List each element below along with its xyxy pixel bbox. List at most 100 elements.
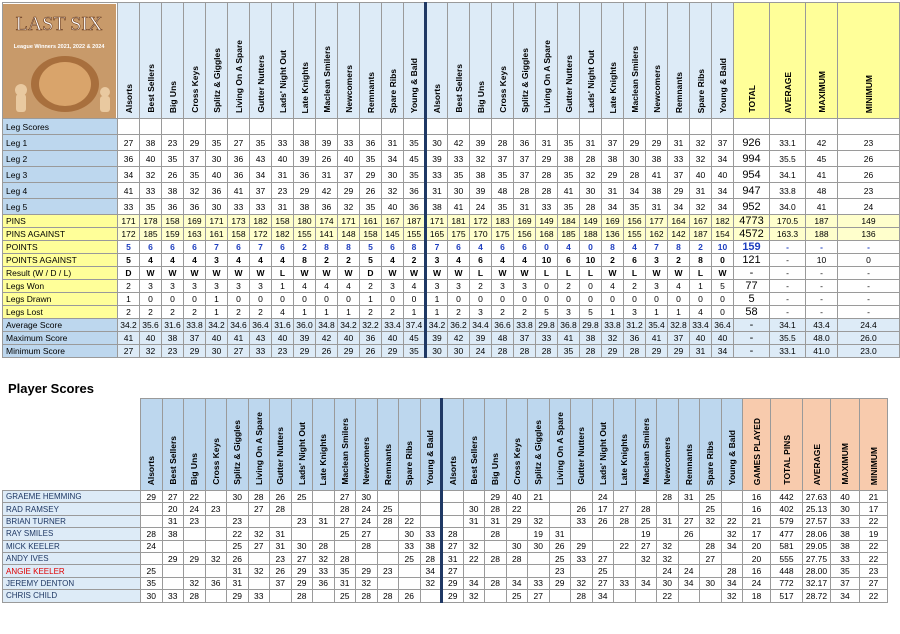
score-cell: 31	[656, 514, 679, 529]
cell: 3	[205, 253, 228, 267]
score-cell: 31	[333, 576, 356, 591]
cell: 29	[293, 344, 316, 358]
score-cell	[699, 589, 722, 603]
score-cell: 37	[269, 576, 292, 591]
score-cell: 27	[333, 489, 356, 504]
team-name: Big Uns	[167, 80, 178, 113]
cell: 36	[623, 331, 646, 345]
cell: 43	[249, 331, 272, 345]
player-row: ANDY IVES 29 29 32 26 23 27 32 28 25 28 31 22 28 28 25 3…	[2, 551, 888, 566]
score-cell: 25	[699, 502, 722, 516]
score-cell: 36	[204, 576, 227, 591]
cell: 38	[645, 182, 668, 199]
summary-name: AVERAGE	[811, 443, 822, 485]
cell: 2	[381, 305, 404, 319]
section-title: Player Scores	[8, 381, 95, 396]
cell: 0	[579, 279, 602, 293]
cell: 1	[293, 305, 316, 319]
cell: 4	[183, 253, 206, 267]
summary-cell: 22	[859, 551, 888, 566]
cell: 39	[293, 150, 316, 167]
cell: 1	[403, 305, 426, 319]
cell: 29	[623, 134, 646, 151]
score-cell: 24	[355, 514, 378, 529]
score-cell	[204, 539, 227, 553]
cell: 35	[557, 198, 580, 215]
cell: 36	[117, 150, 140, 167]
cell: 42	[315, 182, 338, 199]
summary-cell: -	[769, 266, 806, 280]
score-cell	[269, 514, 292, 529]
row-label: Minimum Score	[2, 344, 118, 358]
cell: 34	[117, 166, 140, 183]
score-cell	[204, 527, 227, 541]
score-cell: 27	[613, 502, 636, 516]
score-cell	[699, 564, 722, 578]
score-cell	[312, 589, 335, 603]
cell: 187	[689, 227, 712, 241]
player-row: RAD RAMSEY 20 24 23 27 28 28 24 25 30 28 22 26 17 27 28…	[2, 502, 888, 516]
cell: 177	[645, 214, 668, 228]
summary-header: MAXIMUM	[805, 2, 838, 119]
score-cell: 33	[161, 589, 184, 603]
cell: 40	[205, 166, 228, 183]
score-cell	[440, 514, 464, 529]
cell: 34	[711, 182, 734, 199]
cell: 38	[579, 331, 602, 345]
cell: 4	[667, 279, 690, 293]
score-cell: 38	[161, 527, 184, 541]
cell: 31	[315, 166, 338, 183]
cell: 32	[381, 182, 404, 199]
cell: 155	[403, 227, 426, 241]
logo-subtitle: League Winners 2021, 2022 & 2024	[14, 44, 106, 50]
section-row: Leg Scores	[2, 118, 900, 135]
cell: 35	[557, 134, 580, 151]
cell: W	[293, 266, 316, 280]
cell: 0	[601, 292, 624, 306]
cell: 31	[535, 134, 558, 151]
cell: 37	[667, 331, 690, 345]
team-name: Maclean Smilers	[321, 46, 332, 113]
score-cell	[376, 551, 399, 566]
cell: 32	[183, 182, 206, 199]
cell: 35	[161, 150, 184, 167]
cell: 167	[381, 214, 404, 228]
empty-cell	[535, 118, 558, 135]
summary-cell: 34	[830, 589, 860, 603]
team-header: Alsorts	[440, 398, 464, 491]
score-cell	[570, 489, 593, 504]
summary-cell: -	[769, 253, 806, 267]
cell: 0	[535, 279, 558, 293]
score-cell	[527, 564, 550, 578]
team-name: Remnants	[365, 71, 376, 113]
team-name: Living On A Spare	[253, 411, 264, 485]
team-header: Splitz & Giggles	[226, 398, 249, 491]
cell: 4	[491, 253, 514, 267]
team-name: Spare Ribs	[705, 440, 716, 485]
summary-cell: -	[769, 305, 806, 319]
summary-cell: 34.0	[769, 198, 806, 215]
team-header: Newcomers	[337, 2, 360, 119]
header-row: Alsorts Best Sellers Big Uns Cross Keys Spli…	[3, 398, 888, 491]
summary-cell: 136	[837, 227, 900, 241]
score-cell: 29	[484, 489, 507, 504]
cell: D	[117, 266, 140, 280]
summary-cell: 35.5	[769, 150, 806, 167]
score-cell	[484, 589, 507, 603]
summary-cell: 579	[770, 514, 803, 529]
cell: 38	[557, 150, 580, 167]
team-name: Newcomers	[662, 437, 673, 485]
cell: L	[557, 266, 580, 280]
cell: 1	[645, 305, 668, 319]
score-cell	[204, 489, 227, 504]
team-header: Lads' Night Out	[271, 2, 294, 119]
team-header: Young & Bald	[419, 398, 442, 491]
data-row: POINTS AGAINST 5 4 4 4 3 4 4 4 8 2 2 5 4 2 3 4 6 4 4 10 6 10 2 6…	[2, 253, 900, 267]
cell: W	[601, 266, 624, 280]
summary-cell: 23.0	[837, 344, 900, 358]
score-cell	[527, 551, 550, 566]
score-cell: 31	[161, 514, 184, 529]
cell: 171	[337, 214, 360, 228]
cell: 0	[183, 292, 206, 306]
cell: 168	[535, 227, 558, 241]
